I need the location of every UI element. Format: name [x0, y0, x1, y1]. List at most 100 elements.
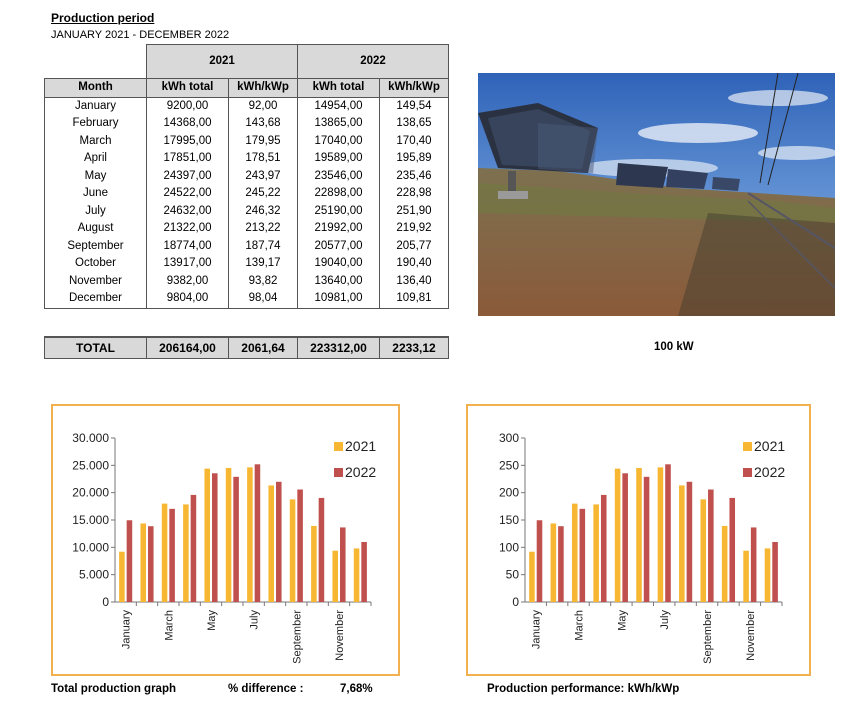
bar-2022-march — [579, 508, 586, 602]
kwh-total-2022-cell: 22898,00 — [297, 185, 380, 203]
x-tick-label: November — [745, 610, 757, 661]
x-tick-label: September — [702, 610, 714, 664]
month-cell: July — [44, 202, 147, 220]
kwh-kwp-2021-cell: 187,74 — [228, 237, 298, 255]
month-cell: September — [44, 237, 147, 255]
kwh-kwp-2021-cell: 246,32 — [228, 202, 298, 220]
month-cell: March — [44, 132, 147, 150]
x-tick-label: July — [659, 610, 671, 630]
kwh-total-2022-cell: 19040,00 — [297, 255, 380, 273]
kwh-total-2021-cell: 14368,00 — [146, 115, 229, 133]
bar-2021-november — [743, 550, 749, 602]
bar-2022-january — [126, 520, 133, 602]
bar-2021-march — [161, 503, 168, 602]
table-row: May 24397,00 243,97 23546,00 235,46 — [44, 167, 449, 185]
x-tick-label: May — [206, 610, 218, 631]
kwh-total-2022-cell: 21992,00 — [297, 220, 380, 238]
table-row: June 24522,00 245,22 22898,00 228,98 — [44, 185, 449, 203]
kwh-kwp-2021-cell: 143,68 — [228, 115, 298, 133]
kwh-total-2022-cell: 14954,00 — [297, 97, 380, 115]
kwh-kwp-2022-cell: 228,98 — [379, 185, 449, 203]
y-tick-label: 25.000 — [72, 458, 109, 472]
month-cell: February — [44, 115, 147, 133]
kwh-kwp-2021-cell: 243,97 — [228, 167, 298, 185]
kwh-total-2021-cell: 13917,00 — [146, 255, 229, 273]
y-tick-label: 5.000 — [79, 568, 109, 582]
month-cell: November — [44, 272, 147, 290]
total-label: TOTAL — [44, 336, 147, 359]
kwh-kwp-2021-cell: 92,00 — [228, 97, 298, 115]
x-tick-label: March — [163, 610, 175, 641]
bar-2022-october — [318, 497, 325, 602]
x-tick-label: May — [616, 610, 628, 631]
performance-graph-label: Production performance: kWh/kWp — [487, 683, 680, 695]
bar-2021-january — [119, 551, 125, 602]
table-row: January 9200,00 92,00 14954,00 149,54 — [44, 97, 449, 115]
solar-plant-photo — [478, 73, 835, 316]
bar-2021-january — [529, 551, 535, 602]
legend-swatch-2022 — [743, 468, 752, 477]
table-row: August 21322,00 213,22 21992,00 219,92 — [44, 220, 449, 238]
total-row: TOTAL 206164,00 2061,64 223312,00 2233,1… — [44, 336, 449, 359]
bar-2022-november — [750, 527, 757, 602]
y-tick-label: 30.000 — [72, 431, 109, 445]
bar-2021-june — [636, 467, 642, 602]
kwh-total-2021-cell: 21322,00 — [146, 220, 229, 238]
kwh-kwp-2022-cell: 138,65 — [379, 115, 449, 133]
bar-2021-december — [764, 548, 771, 602]
bar-2021-december — [353, 548, 360, 602]
bar-2022-april — [600, 494, 607, 602]
kwh-kwp-2022-cell: 149,54 — [379, 97, 449, 115]
month-cell: April — [44, 150, 147, 168]
total-kwp-2022: 2233,12 — [379, 336, 449, 359]
total-kwh-2021: 206164,00 — [146, 336, 229, 359]
bar-2021-april — [593, 504, 599, 602]
kwh-total-2021-cell: 17851,00 — [146, 150, 229, 168]
x-tick-label: November — [334, 610, 346, 661]
bar-2021-may — [614, 468, 621, 602]
kwh-kwp-2021-cell: 245,22 — [228, 185, 298, 203]
legend-swatch-2022 — [334, 468, 343, 477]
kwh-total-2022-cell: 20577,00 — [297, 237, 380, 255]
col-kwh-total-2022: kWh total — [297, 78, 380, 98]
bar-2022-august — [686, 481, 693, 602]
bar-2021-february — [550, 523, 557, 602]
y-tick-label: 100 — [499, 540, 519, 554]
bar-2022-may — [622, 473, 628, 602]
y-tick-label: 20.000 — [72, 486, 109, 500]
bar-2022-august — [276, 481, 282, 602]
legend-swatch-2021 — [743, 442, 752, 451]
bar-2022-july — [665, 464, 671, 602]
kwh-kwp-2022-cell: 205,77 — [379, 237, 449, 255]
month-cell: December — [44, 290, 147, 309]
y-tick-label: 300 — [499, 431, 519, 445]
bar-2022-january — [536, 520, 543, 602]
table-row: February 14368,00 143,68 13865,00 138,65 — [44, 115, 449, 133]
month-cell: June — [44, 185, 147, 203]
legend-label-2021: 2021 — [754, 438, 785, 454]
col-kwh-total-2021: kWh total — [146, 78, 229, 98]
bar-2021-june — [225, 467, 232, 602]
legend-label-2022: 2022 — [345, 464, 376, 480]
legend-swatch-2021 — [334, 442, 343, 451]
kwh-total-2021-cell: 17995,00 — [146, 132, 229, 150]
bar-2022-december — [361, 541, 367, 602]
bar-2021-february — [140, 523, 146, 602]
bar-2022-june — [233, 476, 239, 602]
bar-2021-march — [571, 503, 578, 602]
bar-2022-september — [297, 489, 303, 602]
bar-2022-july — [254, 464, 261, 602]
kwh-kwp-2021-cell: 179,95 — [228, 132, 298, 150]
y-tick-label: 15.000 — [72, 513, 109, 527]
col-month: Month — [44, 78, 147, 98]
bar-2022-november — [340, 527, 346, 602]
difference-value: 7,68% — [340, 683, 373, 695]
bar-2022-february — [558, 526, 564, 602]
month-cell: May — [44, 167, 147, 185]
x-tick-label: July — [249, 610, 261, 630]
total-production-graph-label: Total production graph — [51, 683, 176, 695]
col-kwh-kwp-2021: kWh/kWp — [228, 78, 298, 98]
kwh-total-2022-cell: 23546,00 — [297, 167, 380, 185]
y-tick-label: 0 — [512, 595, 519, 609]
table-row: July 24632,00 246,32 25190,00 251,90 — [44, 202, 449, 220]
